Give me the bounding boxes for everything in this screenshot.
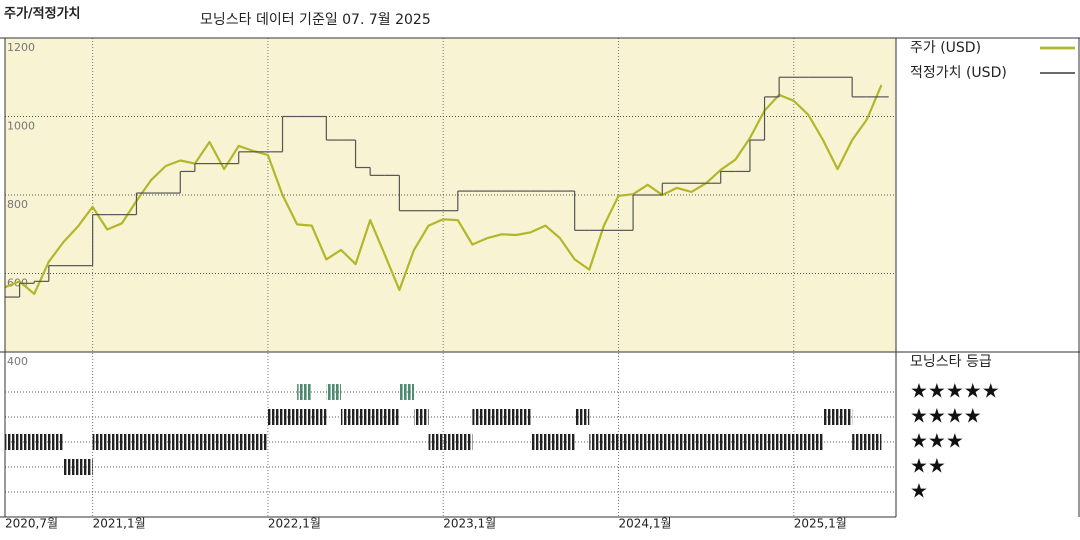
rating-band [399, 384, 414, 400]
rating-band [589, 434, 823, 450]
rating-label: ★★★★★ [910, 379, 1000, 403]
legend-label: 적정가치 (USD) [910, 65, 1007, 81]
x-tick-label: 2024,1월 [618, 517, 671, 531]
rating-band [267, 409, 327, 425]
rating-band [822, 409, 853, 425]
y-tick-label: 1000 [7, 120, 35, 133]
rating-band [413, 409, 429, 425]
rating-band [326, 384, 341, 400]
rating-band [472, 409, 531, 425]
plot-background [5, 38, 896, 352]
rating-band [530, 434, 575, 450]
rating-band [92, 434, 268, 450]
x-tick-label: 2021,1월 [93, 517, 146, 531]
x-tick-label: 2020,7월 [5, 517, 58, 531]
rating-label: ★★★★ [910, 404, 982, 428]
rating-band [340, 409, 400, 425]
x-tick-label: 2025,1월 [794, 517, 847, 531]
rating-label: ★★★ [910, 429, 964, 453]
rating-title: 모닝스타 등급 [910, 354, 992, 370]
frame [0, 37, 1080, 518]
plot-background [5, 38, 896, 352]
rating-label: ★★ [910, 454, 946, 478]
price-line [4, 84, 883, 295]
y-tick-label: 1200 [7, 41, 35, 54]
chart-title: 주가/적정가치 [4, 6, 81, 22]
legend-label: 주가 (USD) [910, 40, 981, 56]
rating-band [5, 434, 64, 450]
x-tick-label: 2023,1월 [443, 517, 496, 531]
rating-band [297, 384, 312, 400]
rating-label: ★ [910, 479, 928, 503]
rating-band [63, 459, 93, 475]
rating-band [428, 434, 473, 450]
x-tick-label: 2022,1월 [268, 517, 321, 531]
y-tick-label: 400 [7, 355, 28, 368]
rating-band [574, 409, 590, 425]
rating-band [852, 434, 882, 450]
y-tick-label: 800 [7, 198, 28, 211]
chart-subtitle: 모닝스타 데이터 기준일 07. 7월 2025 [200, 12, 431, 28]
